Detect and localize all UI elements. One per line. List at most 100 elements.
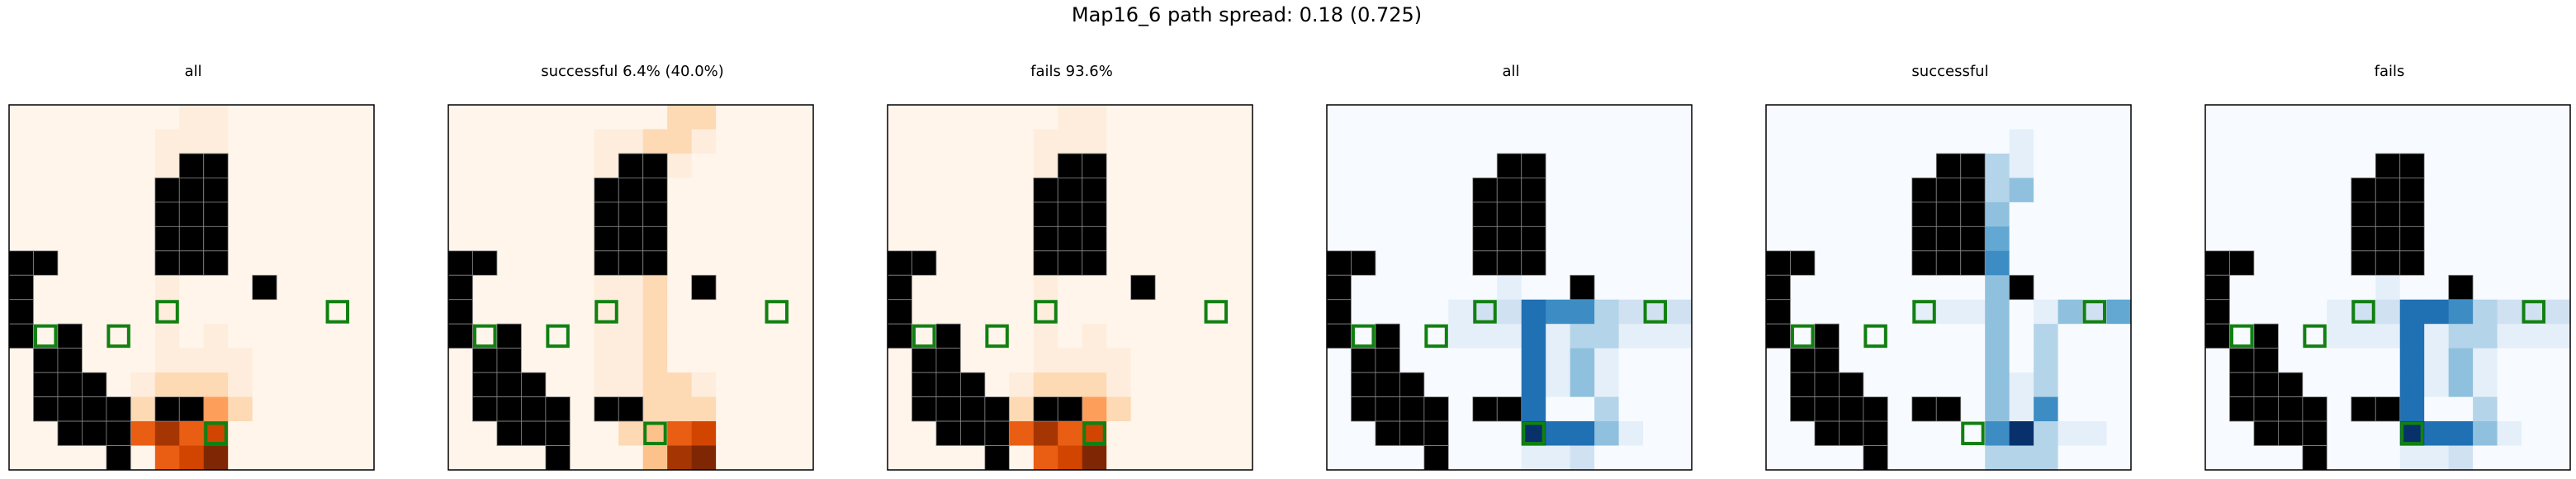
heat-cell <box>788 105 814 130</box>
heat-cell <box>2522 105 2547 130</box>
heat-cell <box>1863 372 1888 398</box>
heat-cell <box>228 324 253 349</box>
heat-cell <box>1887 202 1913 227</box>
heat-cell <box>33 178 59 203</box>
wall-cell <box>2229 348 2255 373</box>
heat-cell <box>788 421 814 447</box>
heat-cell <box>788 250 814 276</box>
heat-cell <box>2522 348 2547 373</box>
heat-cell <box>1179 299 1205 325</box>
heat-cell <box>1327 178 1352 203</box>
heat-cell <box>1009 324 1035 349</box>
heat-cell <box>667 105 693 130</box>
wall-cell <box>472 250 498 276</box>
heat-cell <box>1667 129 1693 154</box>
heat-cell <box>1570 445 1595 471</box>
heat-cell <box>1521 105 1546 130</box>
heat-cell <box>1106 202 1132 227</box>
heat-cell <box>1327 396 1352 422</box>
wall-cell <box>1351 348 1376 373</box>
heat-cell <box>325 129 351 154</box>
heat-cell <box>2473 129 2498 154</box>
heat-cell <box>1058 445 1083 471</box>
heat-cell <box>1643 372 1669 398</box>
heat-cell <box>1766 129 1791 154</box>
heat-cell <box>2302 250 2327 276</box>
wall-cell <box>2399 153 2425 178</box>
wall-cell <box>691 274 717 301</box>
wall-cell <box>618 225 644 252</box>
heat-cell <box>2009 153 2034 178</box>
wall-cell <box>2009 274 2034 301</box>
wall-cell <box>2204 250 2230 276</box>
heat-cell <box>1985 250 2010 276</box>
heat-cell <box>1179 202 1205 227</box>
heat-cell <box>1887 348 1913 373</box>
heat-cell <box>2302 372 2327 398</box>
wall-cell <box>178 250 205 276</box>
heat-cell <box>2229 421 2255 447</box>
wall-cell <box>8 250 34 276</box>
heat-cell <box>277 324 302 349</box>
wall-cell <box>57 396 83 422</box>
heat-cell <box>2375 275 2401 301</box>
heat-cell <box>2448 153 2474 178</box>
heat-cell <box>1643 178 1669 203</box>
heat-cell <box>1594 226 1620 252</box>
heat-cell <box>1033 445 1058 471</box>
heat-cell <box>960 226 986 252</box>
wall-cell <box>642 202 668 227</box>
heat-cell <box>1839 178 1864 203</box>
heat-cell <box>203 445 229 471</box>
heat-cell <box>2522 153 2547 178</box>
wall-cell <box>178 153 205 178</box>
heat-cell <box>179 105 205 130</box>
heat-cell <box>1887 445 1913 471</box>
heat-cell <box>716 396 741 422</box>
heat-cell <box>984 275 1010 301</box>
heat-cell <box>2106 153 2132 178</box>
heat-cell <box>82 226 107 252</box>
heat-cell <box>1863 202 1888 227</box>
heat-cell <box>1839 153 1864 178</box>
heat-cell <box>1667 421 1693 447</box>
heat-cell <box>667 202 693 227</box>
heat-cell <box>1009 105 1035 130</box>
heat-cell <box>1033 129 1058 154</box>
wall-cell <box>1082 202 1107 227</box>
heat-cell <box>130 153 156 178</box>
heat-cell <box>2522 129 2547 154</box>
heat-cell <box>1155 202 1181 227</box>
heat-cell <box>2327 299 2352 325</box>
wall-cell <box>960 372 986 397</box>
heat-cell <box>1009 348 1035 373</box>
heat-cell <box>1327 372 1352 398</box>
heat-cell <box>2473 250 2498 276</box>
heat-cell <box>912 275 937 301</box>
heat-cell <box>496 299 522 325</box>
wall-cell <box>1814 348 1840 373</box>
heat-cell <box>1546 372 1571 398</box>
heat-cell <box>1423 153 1449 178</box>
heat-cell <box>2522 421 2547 447</box>
goal-marker <box>546 324 570 349</box>
heat-cell <box>301 396 326 422</box>
heat-cell <box>1594 178 1620 203</box>
heat-cell <box>2424 299 2450 325</box>
heat-cell <box>1985 324 2010 349</box>
heat-cell <box>1204 250 1229 276</box>
heat-cell <box>1594 250 1620 276</box>
heat-cell <box>1033 348 1058 373</box>
heat-cell <box>325 396 351 422</box>
heat-cell <box>1130 202 1156 227</box>
heat-cell <box>1497 372 1522 398</box>
heat-cell <box>594 275 619 301</box>
heat-cell <box>2545 105 2571 130</box>
heat-cell <box>1521 372 1546 398</box>
wall-cell <box>2204 274 2230 301</box>
heat-cell <box>1594 396 1620 422</box>
heat-cell <box>1448 348 1474 373</box>
heat-cell <box>496 202 522 227</box>
goal-marker <box>2351 300 2375 324</box>
heat-cell <box>1814 202 1840 227</box>
